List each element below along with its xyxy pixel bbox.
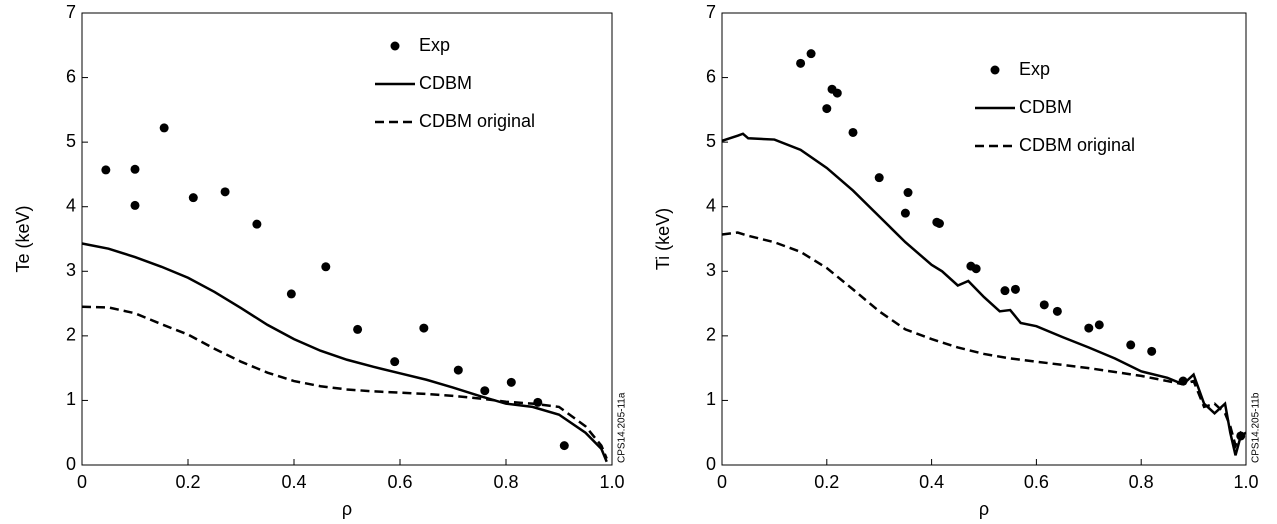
legend-label: CDBM	[1019, 97, 1072, 117]
x-tick-label: 0	[77, 472, 87, 492]
y-tick-label: 5	[66, 131, 76, 151]
y-tick-label: 3	[706, 260, 716, 280]
x-axis-label: ρ	[342, 499, 352, 519]
x-tick-label: 0	[717, 472, 727, 492]
x-axis-label: ρ	[979, 499, 989, 519]
data-point	[934, 219, 944, 229]
legend-label: CDBM	[419, 73, 472, 93]
data-point	[130, 200, 140, 210]
legend-marker	[390, 41, 400, 51]
legend-label: Exp	[419, 35, 450, 55]
data-point	[506, 377, 516, 387]
data-point	[220, 187, 230, 197]
data-point	[1052, 306, 1062, 316]
x-tick-label: 1.0	[599, 472, 624, 492]
plot-frame	[721, 12, 1247, 466]
data-point	[252, 219, 262, 229]
data-point	[101, 165, 111, 175]
data-point	[286, 289, 296, 299]
data-point	[130, 164, 140, 174]
y-tick-label: 4	[706, 195, 716, 215]
data-point	[1094, 320, 1104, 330]
y-tick-label: 6	[706, 66, 716, 86]
x-tick-label: 0.6	[1024, 472, 1049, 492]
y-tick-label: 1	[66, 389, 76, 409]
y-tick-label: 2	[66, 325, 76, 345]
data-point	[159, 123, 169, 133]
data-point	[188, 193, 198, 203]
x-tick-label: 0.8	[1129, 472, 1154, 492]
data-point	[1084, 323, 1094, 333]
legend-label: Exp	[1019, 59, 1050, 79]
series-line	[81, 305, 608, 460]
x-tick-label: 1.0	[1233, 472, 1258, 492]
y-tick-label: 0	[66, 454, 76, 474]
x-tick-label: 0.4	[281, 472, 306, 492]
y-axis-label: Te (keV)	[13, 205, 33, 272]
data-point	[1147, 346, 1157, 356]
annotation: CPS14.205-11a	[617, 392, 628, 463]
data-point	[874, 173, 884, 183]
data-point	[806, 49, 816, 59]
y-tick-label: 3	[66, 260, 76, 280]
y-tick-label: 5	[706, 131, 716, 151]
data-point	[903, 188, 913, 198]
y-tick-label: 0	[706, 454, 716, 474]
data-point	[1000, 286, 1010, 296]
y-tick-label: 7	[706, 2, 716, 22]
legend-label: CDBM original	[1019, 135, 1135, 155]
x-tick-label: 0.6	[387, 472, 412, 492]
data-point	[822, 104, 832, 114]
y-tick-label: 1	[706, 389, 716, 409]
data-point	[1039, 300, 1049, 310]
y-tick-label: 4	[66, 195, 76, 215]
data-point	[321, 262, 331, 272]
panel: 0 1 2 3 4 5 6 7 0 0.2 0.4 0.6 0.8 1.0 Te (keV) ρ CPS14.2…	[13, 2, 628, 519]
plot-frame	[81, 12, 613, 466]
data-point	[480, 386, 490, 396]
x-tick-label: 0.2	[175, 472, 200, 492]
data-point	[1010, 284, 1020, 294]
legend-marker	[990, 65, 1000, 75]
y-tick-label: 7	[66, 2, 76, 22]
legend-label: CDBM original	[419, 111, 535, 131]
series-line	[81, 242, 608, 463]
data-point	[559, 441, 569, 451]
series-line	[721, 132, 1247, 456]
x-tick-label: 0.2	[814, 472, 839, 492]
y-tick-label: 2	[706, 325, 716, 345]
data-point	[453, 365, 463, 375]
y-axis-label: Ti (keV)	[653, 208, 673, 270]
annotation: CPS14.205-11b	[1251, 392, 1262, 463]
x-tick-label: 0.8	[493, 472, 518, 492]
data-point	[1126, 340, 1136, 350]
data-point	[832, 88, 842, 98]
data-point	[848, 127, 858, 137]
data-point	[353, 324, 363, 334]
y-tick-label: 6	[66, 66, 76, 86]
data-point	[419, 323, 429, 333]
data-point	[971, 264, 981, 274]
data-point	[390, 357, 400, 367]
data-point	[900, 208, 910, 218]
panel: 0 1 2 3 4 5 6 7 0 0.2 0.4 0.6 0.8 1.0 Ti (keV) ρ CPS14.2…	[653, 2, 1262, 519]
data-point	[533, 397, 543, 407]
series-line	[721, 231, 1247, 450]
x-tick-label: 0.4	[919, 472, 944, 492]
data-point	[796, 58, 806, 68]
